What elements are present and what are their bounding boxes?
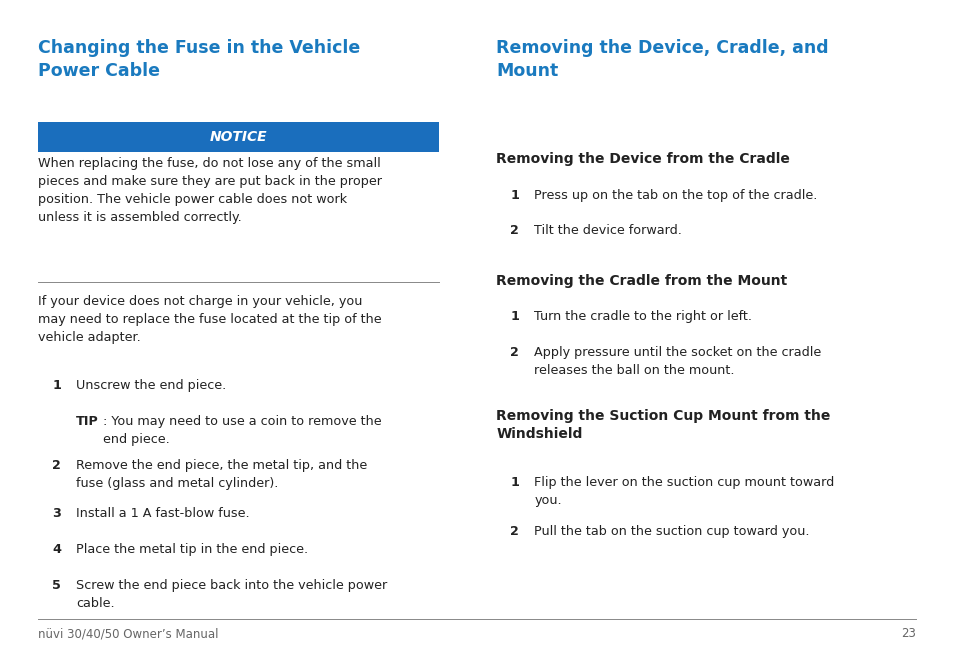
Text: 2: 2 xyxy=(52,459,61,472)
Text: Install a 1 A fast-blow fuse.: Install a 1 A fast-blow fuse. xyxy=(76,507,250,520)
Text: Remove the end piece, the metal tip, and the
fuse (glass and metal cylinder).: Remove the end piece, the metal tip, and… xyxy=(76,459,367,490)
Text: Tilt the device forward.: Tilt the device forward. xyxy=(534,224,681,237)
Bar xyxy=(38,122,438,152)
Text: 1: 1 xyxy=(510,310,518,323)
Text: Pull the tab on the suction cup toward you.: Pull the tab on the suction cup toward y… xyxy=(534,525,809,538)
Text: When replacing the fuse, do not lose any of the small
pieces and make sure they : When replacing the fuse, do not lose any… xyxy=(38,157,382,224)
Text: 2: 2 xyxy=(510,224,518,237)
Text: 2: 2 xyxy=(510,346,518,359)
Text: Removing the Device from the Cradle: Removing the Device from the Cradle xyxy=(496,152,789,167)
Text: 1: 1 xyxy=(510,476,518,489)
Text: Apply pressure until the socket on the cradle
releases the ball on the mount.: Apply pressure until the socket on the c… xyxy=(534,346,821,377)
Text: Removing the Suction Cup Mount from the
Windshield: Removing the Suction Cup Mount from the … xyxy=(496,409,829,441)
Text: nüvi 30/40/50 Owner’s Manual: nüvi 30/40/50 Owner’s Manual xyxy=(38,627,218,640)
Text: 2: 2 xyxy=(510,525,518,538)
Text: Place the metal tip in the end piece.: Place the metal tip in the end piece. xyxy=(76,543,308,556)
Text: NOTICE: NOTICE xyxy=(210,130,267,144)
Text: 3: 3 xyxy=(52,507,61,520)
Text: Removing the Cradle from the Mount: Removing the Cradle from the Mount xyxy=(496,274,786,288)
Text: Turn the cradle to the right or left.: Turn the cradle to the right or left. xyxy=(534,310,752,323)
Text: Unscrew the end piece.: Unscrew the end piece. xyxy=(76,379,226,392)
Text: 4: 4 xyxy=(52,543,61,556)
Text: 5: 5 xyxy=(52,579,61,592)
Text: 1: 1 xyxy=(510,189,518,202)
Text: Removing the Device, Cradle, and
Mount: Removing the Device, Cradle, and Mount xyxy=(496,39,828,80)
Text: : You may need to use a coin to remove the
end piece.: : You may need to use a coin to remove t… xyxy=(103,415,381,446)
Text: Changing the Fuse in the Vehicle
Power Cable: Changing the Fuse in the Vehicle Power C… xyxy=(38,39,360,80)
Text: 23: 23 xyxy=(900,627,915,640)
Text: TIP: TIP xyxy=(76,415,99,428)
Text: 1: 1 xyxy=(52,379,61,392)
Text: If your device does not charge in your vehicle, you
may need to replace the fuse: If your device does not charge in your v… xyxy=(38,295,381,344)
Text: Screw the end piece back into the vehicle power
cable.: Screw the end piece back into the vehicl… xyxy=(76,579,387,610)
Text: Press up on the tab on the top of the cradle.: Press up on the tab on the top of the cr… xyxy=(534,189,817,202)
Text: Flip the lever on the suction cup mount toward
you.: Flip the lever on the suction cup mount … xyxy=(534,476,834,507)
